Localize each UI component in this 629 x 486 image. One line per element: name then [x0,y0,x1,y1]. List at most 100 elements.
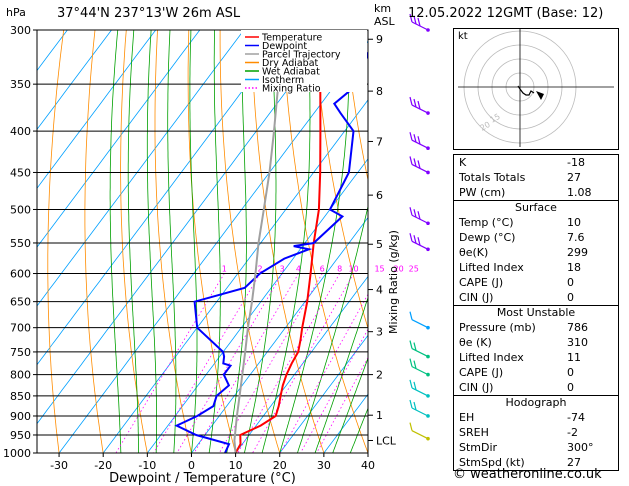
surface-key: θe(K) [459,246,489,259]
mixing-ratio-label: 1 [222,265,227,274]
pressure-tick-label: 450 [10,166,31,179]
wet-adiabat-line [332,357,368,453]
surface-row: Dewp (°C) 7.6 [454,230,618,245]
indices-row: Totals Totals 27 [454,170,618,185]
mixing-ratio-line [115,273,225,453]
mixing-ratio-line [176,273,283,453]
most_unstable-value: 0 [567,381,574,394]
indices-key: Totals Totals [459,171,526,184]
pressure-tick-label: 700 [10,322,31,335]
wind-barb [409,207,430,226]
surface-value: 18 [567,261,581,274]
surface-row: Temp (°C) 10 [454,215,618,230]
indices-row: PW (cm) 1.08 [454,185,618,200]
surface-row: θe(K) 299 [454,245,618,260]
legend-label: Mixing Ratio [262,84,321,95]
temp-tick-label: 0 [188,459,195,472]
pressure-tick-label: 850 [10,390,31,403]
height-tick-label: 1 [376,409,383,422]
mixing-ratio-label: 3 [280,265,285,274]
isotherm-line [279,334,368,453]
wind-barb [409,399,430,418]
surface-key: Lifted Index [459,261,524,274]
height-tick-label: 5 [376,238,383,251]
wet-adiabat-line [226,30,247,453]
asl-label: ASL [374,15,395,28]
temp-tick-label: 20 [273,459,287,472]
pressure-tick-label: 550 [10,237,31,250]
mixing-ratio-label: 10 [348,265,358,274]
wind-barb [409,132,430,151]
svg-text:15: 15 [489,112,502,125]
mixing-ratio-label: 15 [374,265,384,274]
mixing-ratio-label: 20 [394,265,404,274]
wet-adiabat-line [109,30,122,453]
mixing-ratio-line [300,328,368,453]
legend-label: Isotherm [262,75,304,86]
pressure-tick-label: 500 [10,203,31,216]
height-tick-label: 8 [376,85,383,98]
most_unstable-value: 310 [567,336,588,349]
mixing-ratio-line [316,356,368,453]
surface-title: Surface [515,201,557,214]
surface-row: Lifted Index 18 [454,260,618,275]
most_unstable-row: θe (K) 310 [454,335,618,350]
indices-key: K [459,156,467,169]
height-tick-label: 9 [376,33,383,46]
hodograph_table-key: StmDir [459,441,498,454]
height-tick-label: 6 [376,189,383,202]
hodograph_table-value: 300° [567,441,594,454]
pressure-unit-label: hPa [6,6,26,19]
dry-adiabat-line [344,30,368,182]
temp-tick-label: 10 [229,459,243,472]
mixing-ratio-label: 6 [320,265,325,274]
hodograph-trace [517,85,535,96]
wind-barb [409,358,430,377]
pressure-tick-label: 350 [10,78,31,91]
most_unstable-key: CAPE (J) [459,366,504,379]
hodograph_table-row: SREH -2 [454,425,618,440]
most_unstable-row: Lifted Index 11 [454,350,618,365]
wind-barb [409,156,430,175]
wind-barb [409,422,430,441]
indices-value: 27 [567,171,581,184]
surface-row: CAPE (J) 0 [454,275,618,290]
surface-key: Dewp (°C) [459,231,516,244]
storm-motion-marker [536,91,544,100]
indices-table: K -18 Totals Totals 27 PW (cm) 1.08 Surface T… [453,154,619,471]
indices-rows: K -18 Totals Totals 27 PW (cm) 1.08 [454,155,618,200]
mixing-ratio-label: 8 [337,265,342,274]
temp-tick-label: -20 [94,459,112,472]
indices-value: -18 [567,156,585,169]
hodograph_table-value: -74 [567,411,585,424]
pressure-tick-label: 600 [10,268,31,281]
most_unstable-key: Pressure (mb) [459,321,536,334]
indices-row: K -18 [454,155,618,170]
km-label: km [374,2,392,15]
series-parcel-trajectory [233,30,285,453]
most_unstable-row: CAPE (J) 0 [454,365,618,380]
series-dewpoint [174,51,368,453]
hodograph_table-key: EH [459,411,475,424]
surface-value: 299 [567,246,588,259]
temp-tick-label: -30 [50,459,68,472]
pressure-tick-label: 950 [10,429,31,442]
hodograph_table-key: SREH [459,426,489,439]
hodograph_table-row: StmSpd (kt) 27 [454,455,618,470]
hodograph_table-key: StmSpd (kt) [459,456,525,469]
wind-barb [409,379,430,398]
most_unstable-key: CIN (J) [459,381,494,394]
height-tick-label: 2 [376,369,383,382]
isotherm-line [37,30,289,366]
wind-barb [409,13,430,32]
plot-frame [36,29,369,454]
most_unstable-row: CIN (J) 0 [454,380,618,395]
legend-label: Dry Adiabat [262,58,319,69]
indices-key: PW (cm) [459,186,506,199]
isotherm-line [323,393,368,453]
pressure-tick-label: 400 [10,125,31,138]
height-tick-label: 3 [376,326,383,339]
surface-rows: Temp (°C) 10 Dewp (°C) 7.6 θe(K) 299 Lifted In… [454,215,618,305]
isotherm-line [37,30,157,189]
